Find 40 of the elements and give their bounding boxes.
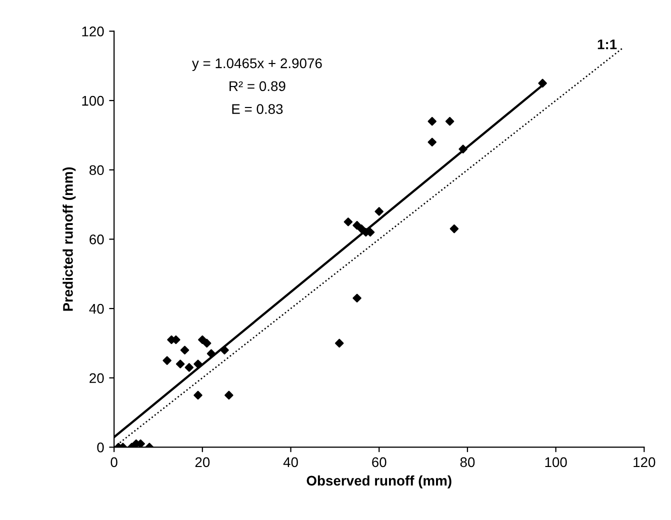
point — [458, 144, 468, 154]
point — [344, 217, 353, 226]
point — [538, 78, 547, 88]
point — [194, 390, 202, 400]
point — [428, 116, 436, 126]
point — [352, 294, 362, 303]
x-axis-title: Observed runoff (mm) — [306, 475, 452, 488]
annotation: 1:1 — [598, 40, 617, 50]
point — [224, 390, 234, 400]
y-tick-label: 20 — [90, 373, 104, 384]
point — [428, 138, 436, 147]
x-tick-label: 120 — [634, 457, 656, 468]
point — [202, 338, 212, 348]
y-tick-label: 80 — [90, 165, 104, 176]
point — [176, 360, 185, 368]
point — [374, 207, 384, 216]
y-tick-label: 0 — [97, 442, 104, 452]
point — [450, 224, 459, 234]
y-axis-title: Predicted runoff (mm) — [62, 167, 76, 311]
y-tick-label: 100 — [82, 96, 104, 106]
x-tick-label: 60 — [372, 457, 386, 468]
point — [220, 346, 229, 355]
x-tick-label: 0 — [110, 457, 118, 468]
point — [180, 346, 190, 355]
x-tick-label: 100 — [545, 457, 567, 468]
annotation: y = 1.0465x + 2.9076 — [192, 58, 322, 71]
y-tick-label: 60 — [90, 234, 104, 244]
point — [206, 349, 216, 358]
x-tick-label: 20 — [195, 457, 210, 468]
annotation: E = 0.83 — [232, 104, 283, 114]
point — [445, 116, 454, 126]
point — [184, 363, 194, 372]
y-tick-label: 120 — [82, 26, 104, 36]
x-tick-label: 40 — [283, 457, 298, 468]
point — [194, 360, 202, 368]
x-tick-label: 80 — [460, 457, 475, 468]
y-tick-label: 40 — [89, 304, 104, 314]
annotation: R² = 0.89 — [230, 81, 286, 92]
point — [162, 356, 172, 365]
point — [334, 338, 344, 348]
